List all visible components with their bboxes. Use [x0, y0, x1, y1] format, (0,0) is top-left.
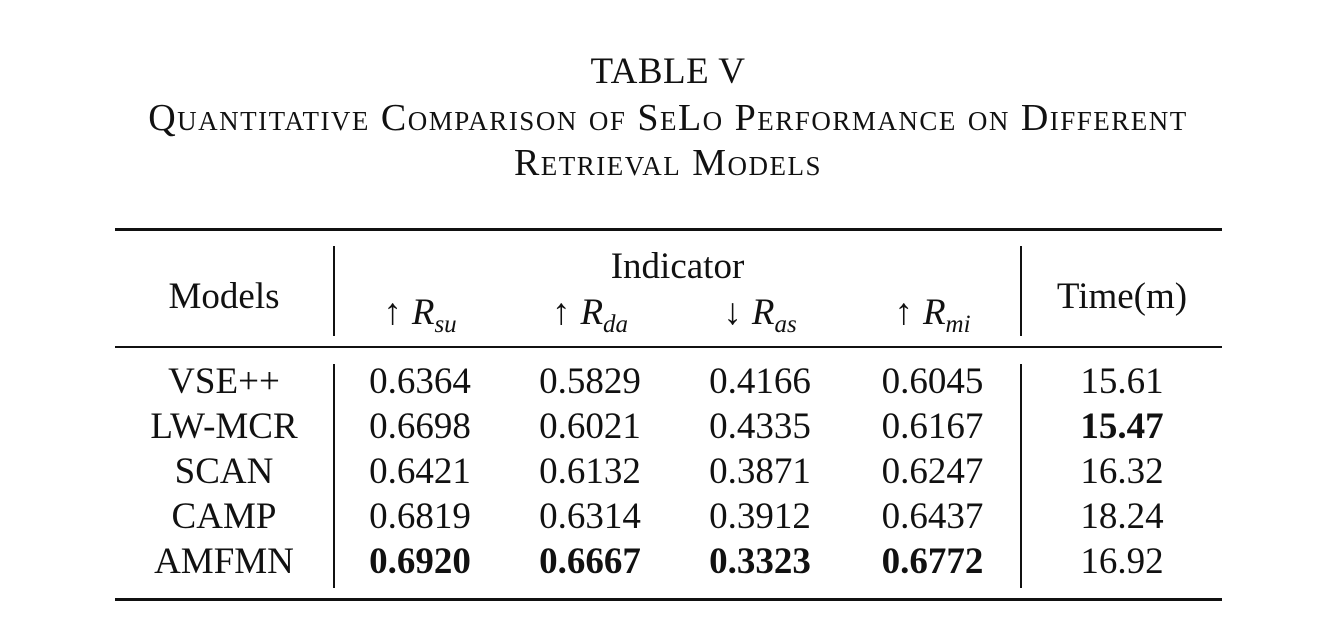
cell-rsu: 0.6364 — [369, 361, 471, 402]
cell-rsu: 0.6819 — [369, 496, 471, 537]
header-metric-rsu: ↑ Rsu — [335, 292, 505, 339]
header-rule — [115, 346, 1222, 348]
metric-symbol: R — [922, 292, 946, 333]
cell-time: 16.32 — [1080, 451, 1164, 492]
column-divider — [1020, 364, 1022, 588]
caption-line-1: Quantitative Comparison of SeLo Performa… — [148, 97, 1188, 139]
header-metric-ras: ↓ Ras — [675, 292, 845, 339]
table-label: TABLE V — [590, 51, 746, 92]
cell-ras: 0.3912 — [709, 496, 811, 537]
cell-model: VSE++ — [168, 361, 280, 402]
cell-rda-best: 0.6667 — [539, 541, 641, 582]
cell-rmi: 0.6247 — [881, 451, 984, 492]
cell-rda: 0.5829 — [539, 361, 641, 402]
metric-symbol: R — [411, 292, 435, 333]
cell-rda: 0.6132 — [539, 451, 641, 492]
cell-rsu: 0.6698 — [369, 406, 471, 447]
cell-ras: 0.4335 — [709, 406, 811, 447]
column-divider — [333, 246, 335, 336]
up-arrow-icon: ↑ — [894, 292, 913, 333]
metric-symbol: R — [751, 292, 775, 333]
header-metric-rmi: ↑ Rmi — [845, 292, 1020, 339]
down-arrow-icon: ↓ — [723, 292, 742, 333]
cell-rmi: 0.6045 — [881, 361, 984, 402]
cell-model: CAMP — [171, 496, 277, 537]
metric-subscript: su — [434, 311, 457, 338]
header-time: Time(m) — [1056, 276, 1188, 317]
cell-rmi-best: 0.6772 — [881, 541, 984, 582]
cell-ras: 0.4166 — [709, 361, 811, 402]
metric-subscript: as — [774, 311, 797, 338]
bottom-rule — [115, 598, 1222, 601]
caption-line-2: Retrieval Models — [513, 142, 823, 184]
cell-ras-best: 0.3323 — [709, 541, 811, 582]
up-arrow-icon: ↑ — [383, 292, 402, 333]
cell-rmi: 0.6437 — [881, 496, 984, 537]
cell-ras: 0.3871 — [709, 451, 811, 492]
cell-model: SCAN — [174, 451, 274, 492]
metric-symbol: R — [580, 292, 604, 333]
cell-rsu: 0.6421 — [369, 451, 471, 492]
cell-time: 16.92 — [1080, 541, 1164, 582]
header-models: Models — [168, 276, 280, 317]
cell-model: LW-MCR — [150, 406, 298, 447]
header-metric-rda: ↑ Rda — [505, 292, 675, 339]
cell-rmi: 0.6167 — [881, 406, 984, 447]
cell-rsu-best: 0.6920 — [369, 541, 471, 582]
header-indicator: Indicator — [610, 246, 745, 287]
up-arrow-icon: ↑ — [551, 292, 571, 333]
column-divider — [333, 364, 335, 588]
cell-time-best: 15.47 — [1080, 406, 1164, 447]
column-divider — [1020, 246, 1022, 336]
cell-time: 15.61 — [1080, 361, 1164, 402]
cell-model: AMFMN — [154, 541, 294, 582]
top-rule — [115, 228, 1222, 231]
cell-time: 18.24 — [1080, 496, 1164, 537]
metric-subscript: mi — [945, 311, 971, 338]
cell-rda: 0.6314 — [539, 496, 641, 537]
metric-subscript: da — [603, 311, 629, 338]
cell-rda: 0.6021 — [539, 406, 641, 447]
